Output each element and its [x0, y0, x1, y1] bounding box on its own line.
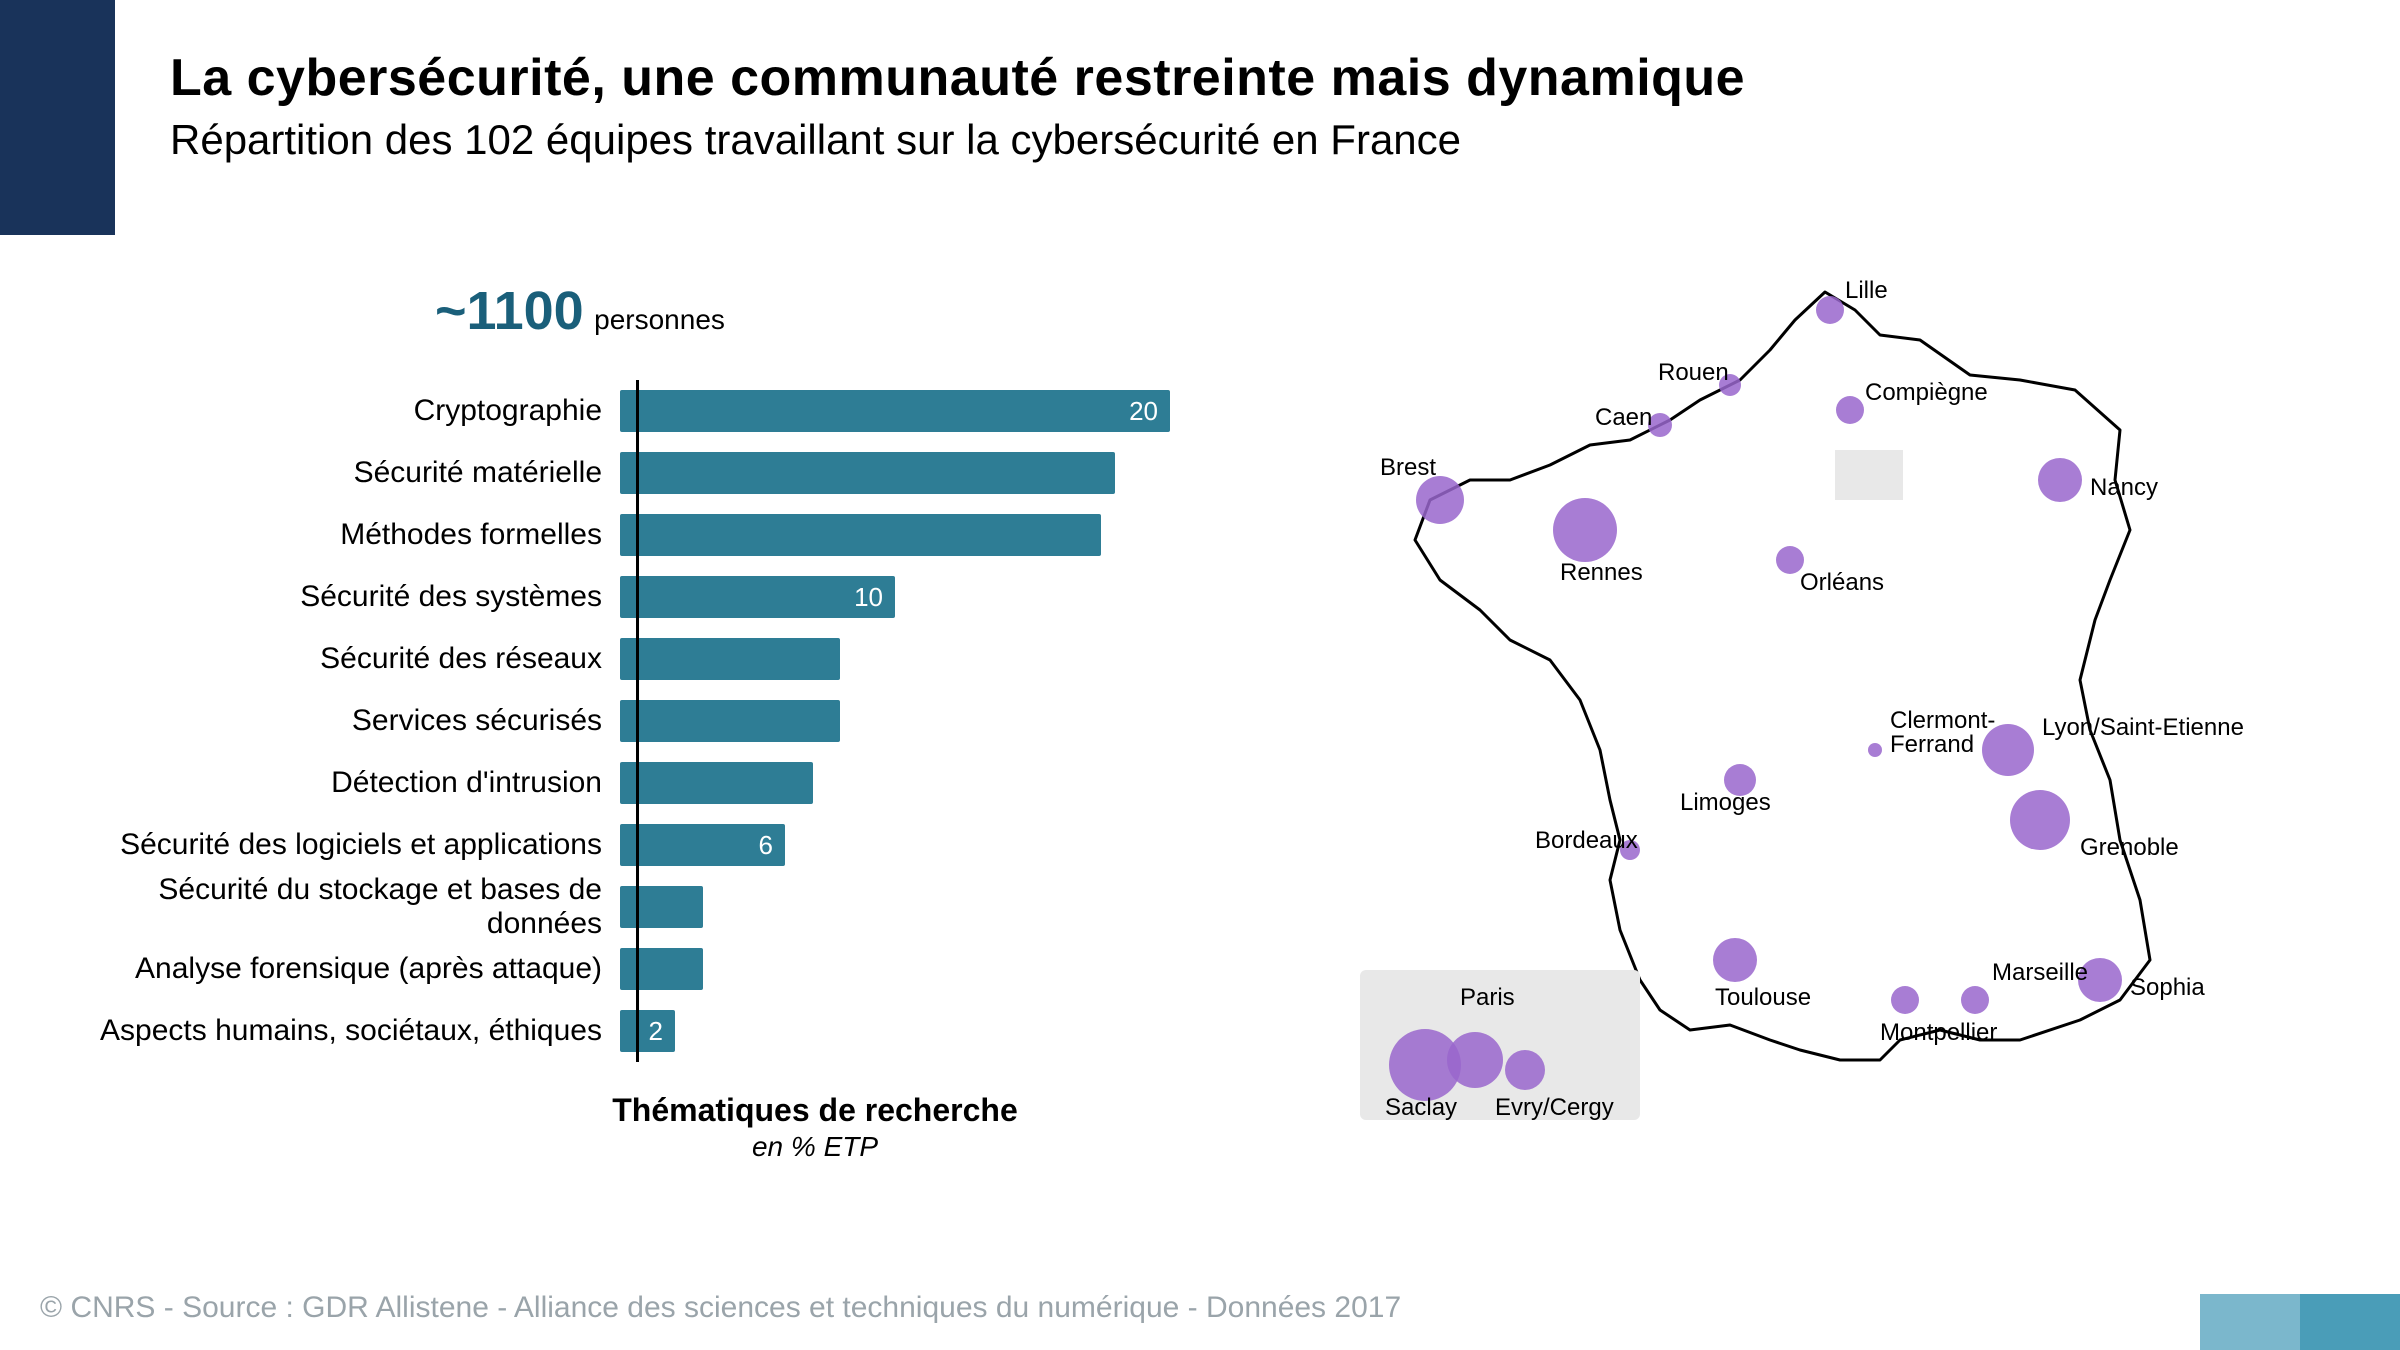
bar-row: Sécurité matérielle [80, 442, 1190, 504]
bar-fill [620, 452, 1115, 494]
city-label: Nancy [2090, 474, 2158, 501]
bar-fill: 10 [620, 576, 895, 618]
city-bubble [1868, 743, 1882, 757]
bar-row: Cryptographie20 [80, 380, 1190, 442]
city-bubble [1816, 296, 1844, 324]
bar-label: Détection d'intrusion [80, 766, 620, 800]
city-label: Paris [1460, 984, 1515, 1011]
city-label: Rouen [1658, 359, 1729, 386]
page-subtitle: Répartition des 102 équipes travaillant … [170, 116, 1745, 164]
city-label: Evry/Cergy [1495, 1094, 1614, 1121]
bar-fill: 2 [620, 1010, 675, 1052]
bar-fill [620, 514, 1101, 556]
city-bubble [1416, 476, 1464, 524]
city-label: Brest [1380, 454, 1436, 481]
city-bubble [1505, 1050, 1545, 1090]
bar-track [620, 886, 1190, 928]
bar-row: Méthodes formelles [80, 504, 1190, 566]
bar-fill [620, 886, 703, 928]
france-map: Lille Rouen Compiègne Caen Brest Nancy Rennes O… [1320, 280, 2340, 1220]
bar-track [620, 638, 1190, 680]
bar-track [620, 514, 1190, 556]
bar-fill: 6 [620, 824, 785, 866]
accent-bar [0, 0, 115, 235]
city-label: Saclay [1385, 1094, 1457, 1121]
bar-track [620, 762, 1190, 804]
bar-label: Aspects humains, sociétaux, éthiques [80, 1014, 620, 1048]
bar-row: Sécurité des systèmes10 [80, 566, 1190, 628]
city-bubble [1447, 1032, 1503, 1088]
city-bubble [2010, 790, 2070, 850]
bar-row: Sécurité des logiciels et applications6 [80, 814, 1190, 876]
bar-label: Méthodes formelles [80, 518, 620, 552]
city-label: Lille [1845, 280, 1888, 304]
bar-row: Services sécurisés [80, 690, 1190, 752]
bar-track: 20 [620, 390, 1190, 432]
bar-row: Aspects humains, sociétaux, éthiques2 [80, 1000, 1190, 1062]
city-label: Toulouse [1715, 984, 1811, 1011]
bar-row: Analyse forensique (après attaque) [80, 938, 1190, 1000]
city-label: Orléans [1800, 569, 1884, 596]
headcount: ~1100 personnes [435, 280, 725, 342]
city-bubble [2038, 458, 2082, 502]
bar-track [620, 700, 1190, 742]
paris-region-marker [1835, 450, 1903, 500]
bar-track: 10 [620, 576, 1190, 618]
bar-fill [620, 948, 703, 990]
axis-line [636, 380, 639, 1062]
city-bubble [1961, 986, 1989, 1014]
city-bubble [1891, 986, 1919, 1014]
bar-row: Sécurité des réseaux [80, 628, 1190, 690]
bar-fill [620, 762, 813, 804]
caption-line1: Thématiques de recherche [440, 1092, 1190, 1129]
footer-credit: © CNRS - Source : GDR Allistene - Allian… [40, 1291, 1401, 1325]
bar-label: Sécurité des systèmes [80, 580, 620, 614]
city-label: Clermont-Ferrand [1890, 707, 1995, 758]
bar-track [620, 452, 1190, 494]
chart-caption: Thématiques de recherche en % ETP [440, 1092, 1190, 1163]
bar-track [620, 948, 1190, 990]
bar-label: Sécurité matérielle [80, 456, 620, 490]
city-label: Bordeaux [1535, 827, 1638, 854]
city-bubble [1713, 938, 1757, 982]
city-label: Compiègne [1865, 379, 1988, 406]
bar-row: Détection d'intrusion [80, 752, 1190, 814]
bar-label: Cryptographie [80, 394, 620, 428]
headcount-unit: personnes [594, 304, 725, 335]
city-label: Lyon/Saint-Etienne [2042, 714, 2244, 741]
caption-line2: en % ETP [440, 1131, 1190, 1163]
city-bubble [1553, 498, 1617, 562]
city-label: Marseille [1992, 959, 2088, 986]
bar-row: Sécurité du stockage et bases de données [80, 876, 1190, 938]
bar-label: Analyse forensique (après attaque) [80, 952, 620, 986]
bar-label: Sécurité des logiciels et applications [80, 828, 620, 862]
corner-decoration [2200, 1294, 2400, 1350]
bar-label: Sécurité des réseaux [80, 642, 620, 676]
map-svg: Lille Rouen Compiègne Caen Brest Nancy Rennes O… [1320, 280, 2340, 1220]
bar-fill [620, 700, 840, 742]
city-label: Montpellier [1880, 1019, 1997, 1046]
slide: La cybersécurité, une communauté restrei… [0, 0, 2400, 1350]
themes-bar-chart: Cryptographie20Sécurité matérielleMéthod… [80, 380, 1190, 1163]
city-label: Limoges [1680, 789, 1771, 816]
bar-label: Sécurité du stockage et bases de données [80, 873, 620, 941]
city-label: Caen [1595, 404, 1652, 431]
bar-fill [620, 638, 840, 680]
city-label: Grenoble [2080, 834, 2179, 861]
city-bubble [1836, 396, 1864, 424]
page-title: La cybersécurité, une communauté restrei… [170, 48, 1745, 108]
header: La cybersécurité, une communauté restrei… [170, 48, 1745, 164]
bar-label: Services sécurisés [80, 704, 620, 738]
bar-fill: 20 [620, 390, 1170, 432]
france-outline [1415, 292, 2150, 1060]
bar-track: 6 [620, 824, 1190, 866]
city-label: Rennes [1560, 559, 1643, 586]
city-label: Sophia [2130, 974, 2205, 1001]
bars-container: Cryptographie20Sécurité matérielleMéthod… [80, 380, 1190, 1062]
bar-track: 2 [620, 1010, 1190, 1052]
headcount-value: ~1100 [435, 281, 584, 341]
